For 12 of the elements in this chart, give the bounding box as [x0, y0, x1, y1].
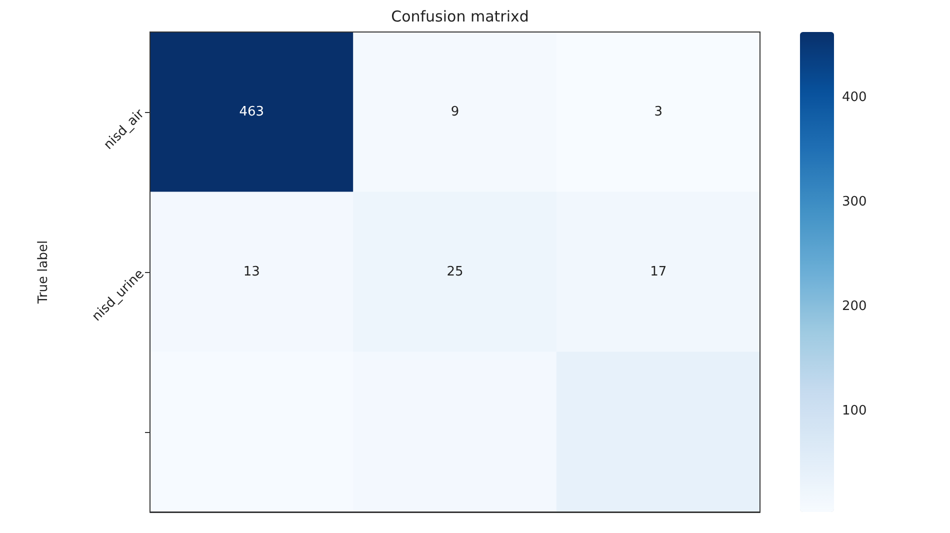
data-label: 13	[243, 264, 260, 280]
color-bar-label: 400	[842, 90, 867, 106]
color-bar-label: 300	[842, 194, 867, 210]
color-bar-label: 200	[842, 298, 867, 314]
data-label: 25	[446, 264, 464, 280]
data-label: 463	[239, 104, 264, 120]
data-label: 3	[654, 104, 662, 120]
color-bar-label: 100	[842, 403, 867, 418]
data-label: 9	[450, 104, 460, 120]
y-axis-title: True label	[36, 240, 51, 305]
chart-title: Confusion matrixd	[391, 8, 529, 26]
data-label: 17	[650, 264, 667, 280]
